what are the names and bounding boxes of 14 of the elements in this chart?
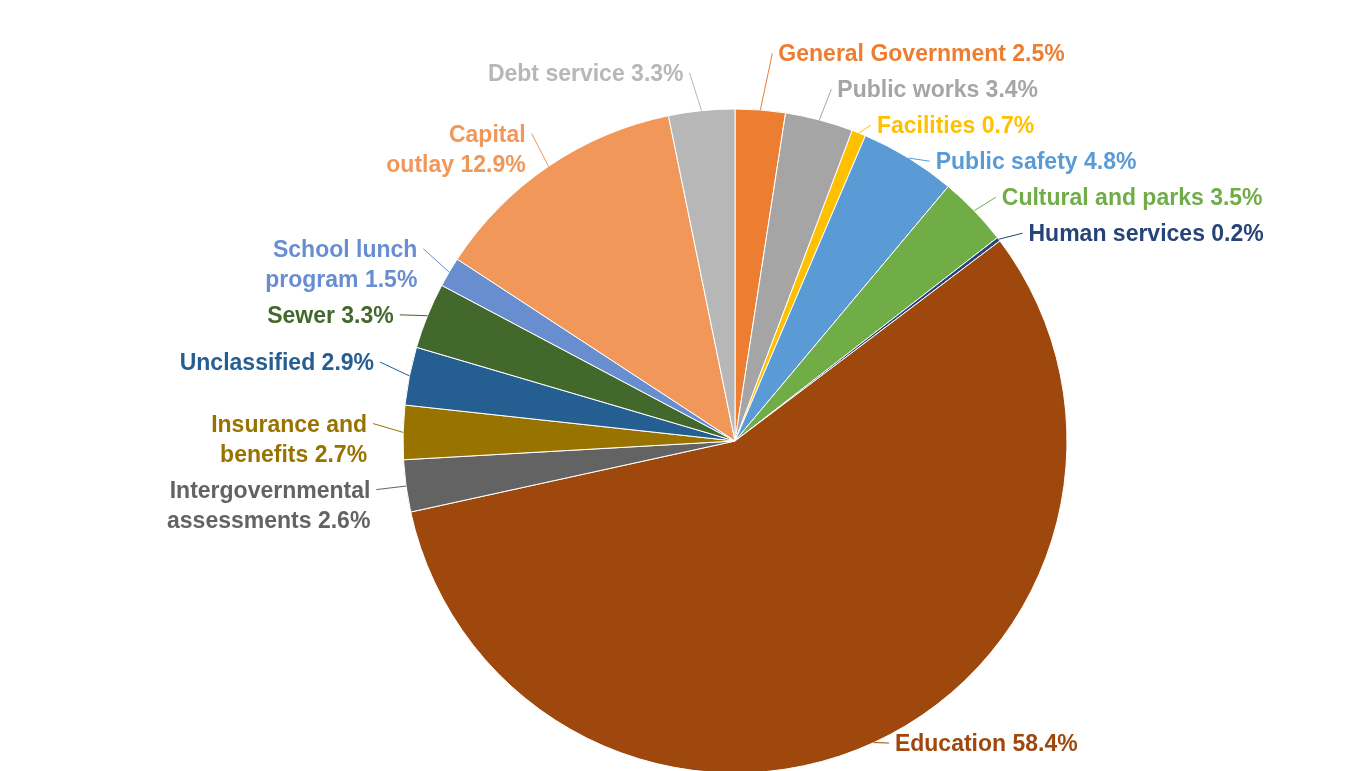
slice-label: Human services 0.2% [1028, 220, 1264, 247]
slice-label: Public safety 4.8% [935, 148, 1137, 175]
slice-label: Insurance and benefits 2.7% [211, 410, 368, 467]
slice-label: Unclassified 2.9% [179, 349, 375, 376]
slice-label: Cultural and parks 3.5% [1001, 184, 1263, 211]
slice-label: Sewer 3.3% [267, 301, 394, 328]
slice-label: School lunch program 1.5% [265, 235, 418, 292]
slice-label: Intergovernmental assessments 2.6% [167, 476, 371, 533]
slice-label: Facilities 0.7% [876, 112, 1035, 139]
slice-label: Public works 3.4% [837, 76, 1039, 103]
slice-label: Debt service 3.3% [487, 59, 684, 86]
slice-label: Capital outlay 12.9% [386, 120, 526, 177]
slice-label: General Government 2.5% [778, 40, 1065, 67]
slice-label: Education 58.4% [894, 730, 1078, 756]
